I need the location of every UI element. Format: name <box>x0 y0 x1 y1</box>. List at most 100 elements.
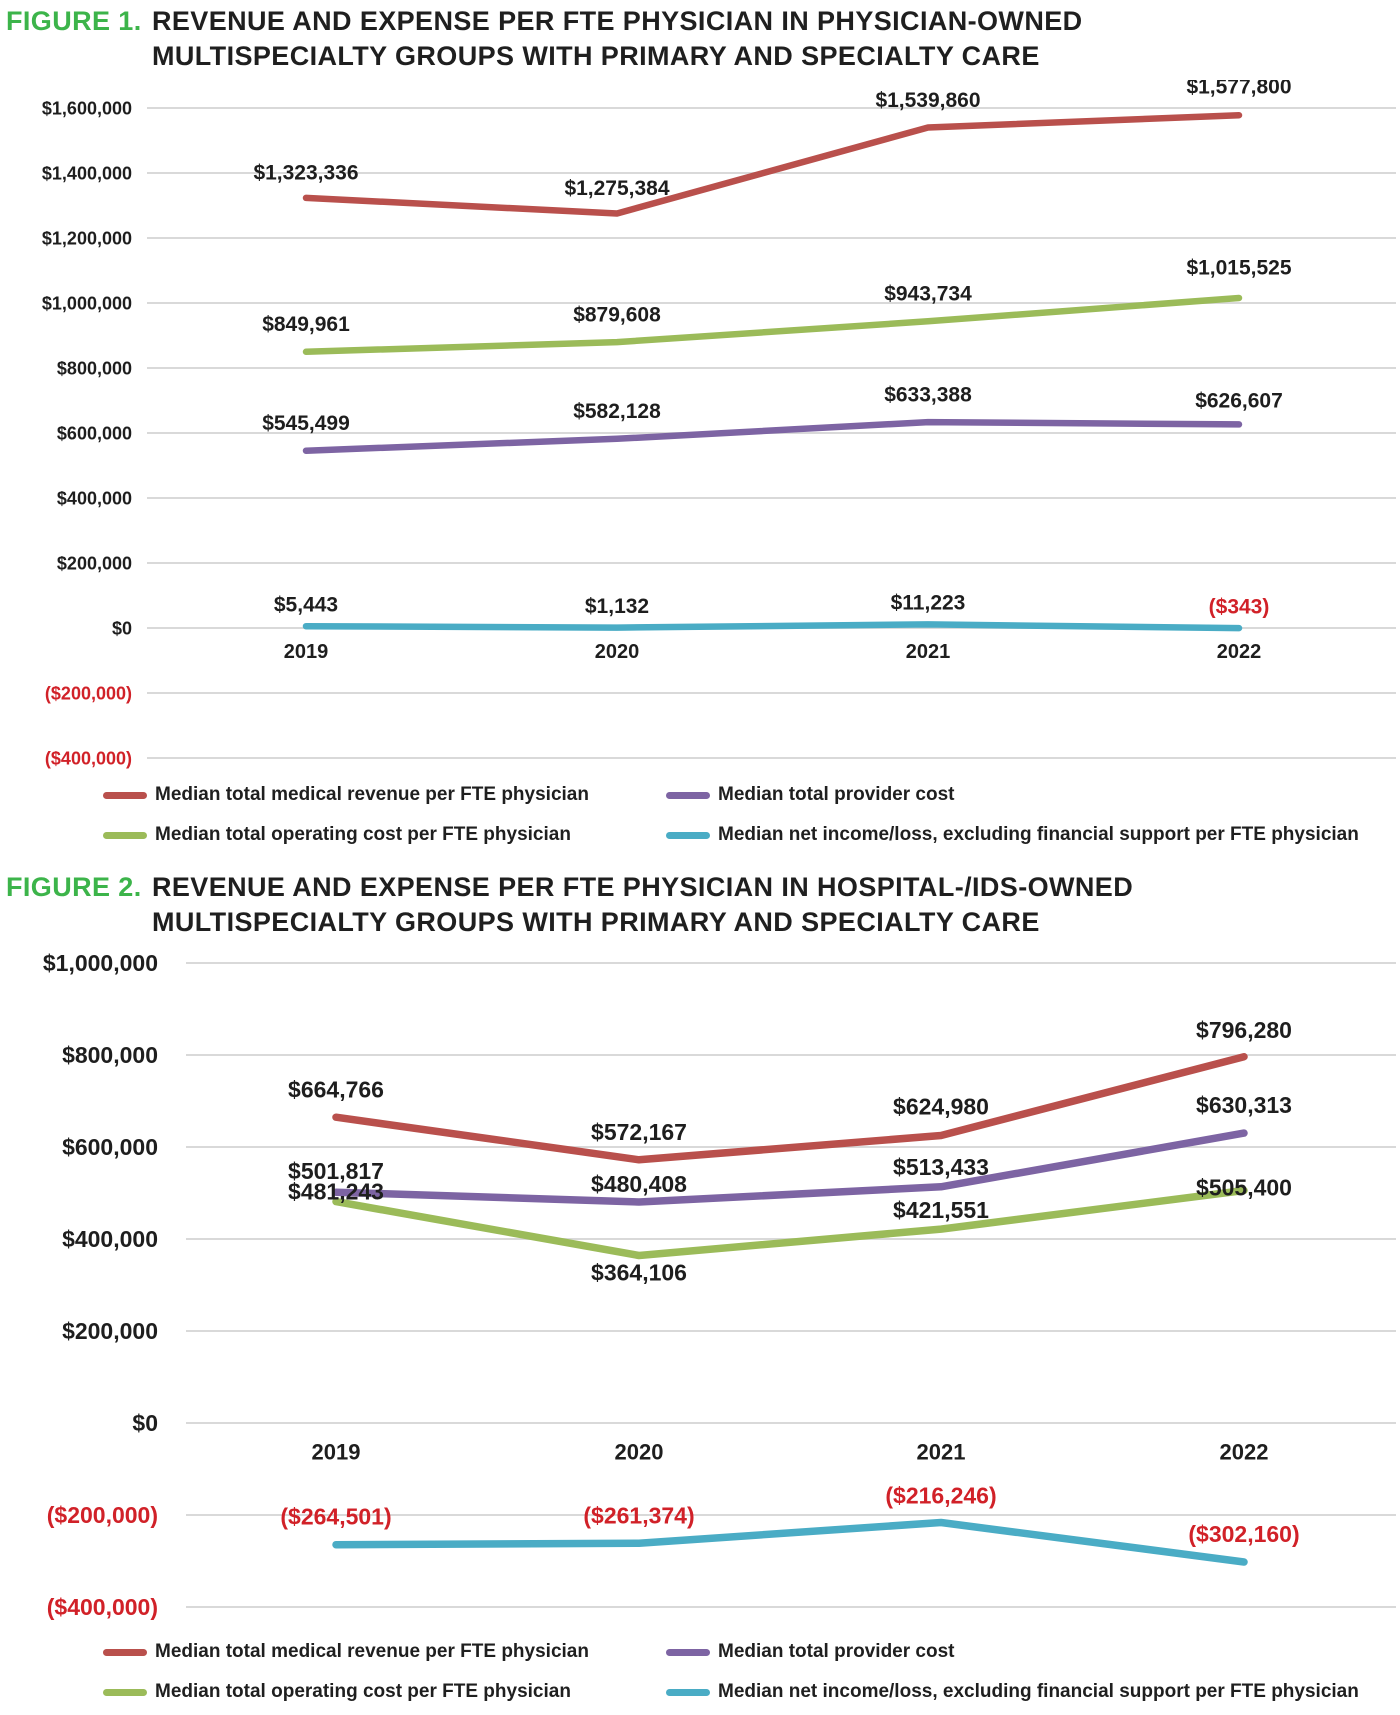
x-tick-label: 2020 <box>595 641 640 663</box>
figure1-legend: Median total medical revenue per FTE phy… <box>103 775 1395 855</box>
figure1-caption: FIGURE 1. REVENUE AND EXPENSE PER FTE PH… <box>6 4 1083 74</box>
series-line <box>302 418 1243 454</box>
data-point-label: $5,443 <box>274 594 338 617</box>
data-point-label: $501,817 <box>288 1158 384 1184</box>
data-point-label: $664,766 <box>288 1076 384 1102</box>
series-line <box>332 1518 1248 1566</box>
figure2-caption-title: REVENUE AND EXPENSE PER FTE PHYSICIAN IN… <box>152 870 1133 940</box>
figure2-chart: $1,000,000 $800,000 $600,000 $400,000 $200,0… <box>43 950 1396 1620</box>
y-tick-label: ($200,000) <box>45 683 132 703</box>
y-tick-label: ($400,000) <box>45 748 132 768</box>
legend-item-operating-cost: Median total operating cost per FTE phys… <box>103 1672 666 1712</box>
y-tick-label: $1,000,000 <box>43 950 158 976</box>
data-point-label: $879,608 <box>573 303 661 326</box>
y-tick-label: $200,000 <box>57 553 132 573</box>
data-point-label: $421,551 <box>893 1197 989 1223</box>
x-tick-label: 2019 <box>312 1440 361 1465</box>
figure1-caption-title: REVENUE AND EXPENSE PER FTE PHYSICIAN IN… <box>152 4 1083 74</box>
series-line <box>332 1052 1248 1164</box>
legend-item-revenue: Median total medical revenue per FTE phy… <box>103 1632 666 1672</box>
figure1-title-line1: REVENUE AND EXPENSE PER FTE PHYSICIAN IN… <box>152 6 1083 36</box>
series-line <box>302 621 1243 632</box>
legend-label-provider-cost: Median total provider cost <box>718 784 955 805</box>
figure1-title-line2: MULTISPECIALTY GROUPS WITH PRIMARY AND S… <box>152 41 1040 71</box>
data-point-label: ($261,374) <box>583 1502 694 1528</box>
y-tick-label: $800,000 <box>62 1042 158 1068</box>
figure2-legend: Median total medical revenue per FTE phy… <box>103 1632 1395 1712</box>
net-income-line-swatch <box>666 831 710 839</box>
x-tick-label: 2022 <box>1220 1440 1269 1465</box>
y-tick-label: $400,000 <box>57 488 132 508</box>
y-tick-label: $600,000 <box>57 423 132 443</box>
figure1-chart: $1,600,000 $1,400,000 $1,200,000 $1,000,000… <box>42 80 1396 768</box>
data-point-label: $624,980 <box>893 1094 989 1120</box>
figure2-caption: FIGURE 2. REVENUE AND EXPENSE PER FTE PH… <box>6 870 1133 940</box>
legend-label-net-income: Median net income/loss, excluding financ… <box>718 1681 1359 1702</box>
legend-item-provider-cost: Median total provider cost <box>666 1632 1395 1672</box>
data-point-label: $796,280 <box>1196 1017 1292 1043</box>
figure2-title-line1: REVENUE AND EXPENSE PER FTE PHYSICIAN IN… <box>152 872 1134 902</box>
data-point-label: $1,539,860 <box>875 89 980 112</box>
x-tick-label: 2020 <box>615 1440 664 1465</box>
data-point-label: $364,106 <box>591 1260 687 1286</box>
data-point-label: $1,015,525 <box>1186 256 1291 279</box>
y-tick-label: $800,000 <box>57 358 132 378</box>
x-tick-label: 2019 <box>284 641 329 663</box>
y-tick-label: $1,000,000 <box>42 293 132 313</box>
data-point-label: $582,128 <box>573 400 661 423</box>
data-point-label: $545,499 <box>262 412 350 435</box>
y-tick-label: $1,200,000 <box>42 228 132 248</box>
legend-label-provider-cost: Median total provider cost <box>718 1641 955 1662</box>
legend-label-operating-cost: Median total operating cost per FTE phys… <box>155 824 571 845</box>
data-point-label: ($216,246) <box>885 1483 996 1509</box>
net-income-line-swatch <box>666 1688 710 1696</box>
revenue-line-swatch <box>103 791 147 799</box>
y-tick-label: $600,000 <box>62 1134 158 1160</box>
legend-label-net-income: Median net income/loss, excluding financ… <box>718 824 1359 845</box>
legend-label-operating-cost: Median total operating cost per FTE phys… <box>155 1681 571 1702</box>
legend-label-revenue: Median total medical revenue per FTE phy… <box>155 1641 589 1662</box>
x-tick-label: 2021 <box>917 1440 966 1465</box>
x-tick-label: 2022 <box>1217 641 1262 663</box>
y-tick-label: ($200,000) <box>47 1502 158 1528</box>
data-point-label: $1,275,384 <box>564 177 669 200</box>
data-point-label: $513,433 <box>893 1154 989 1180</box>
data-point-label: $633,388 <box>884 383 972 406</box>
data-point-label: ($264,501) <box>280 1504 391 1530</box>
y-tick-label: $0 <box>132 1410 158 1436</box>
data-point-label: $1,132 <box>585 595 649 618</box>
operating-cost-line-swatch <box>103 831 147 839</box>
legend-item-net-income: Median net income/loss, excluding financ… <box>666 815 1395 855</box>
data-point-label: $480,408 <box>591 1171 687 1197</box>
series-line <box>302 111 1243 217</box>
data-point-label: ($343) <box>1209 595 1270 618</box>
series-line <box>332 1186 1248 1260</box>
data-point-label: $630,313 <box>1196 1092 1292 1118</box>
provider-cost-line-swatch <box>666 1648 710 1656</box>
y-tick-label: $200,000 <box>62 1318 158 1344</box>
figure2-caption-label: FIGURE 2. <box>6 872 142 902</box>
data-point-label: $626,607 <box>1195 390 1283 413</box>
operating-cost-line-swatch <box>103 1688 147 1696</box>
revenue-line-swatch <box>103 1648 147 1656</box>
data-point-label: $1,577,800 <box>1186 80 1291 99</box>
series-line <box>332 1129 1248 1206</box>
data-point-label: $849,961 <box>262 313 350 336</box>
provider-cost-line-swatch <box>666 791 710 799</box>
legend-item-revenue: Median total medical revenue per FTE phy… <box>103 775 666 815</box>
legend-item-operating-cost: Median total operating cost per FTE phys… <box>103 815 666 855</box>
y-tick-label: $400,000 <box>62 1226 158 1252</box>
y-tick-label: $0 <box>112 618 132 638</box>
data-point-label: $943,734 <box>884 283 972 306</box>
data-point-label: $481,243 <box>288 1179 384 1205</box>
data-point-label: $11,223 <box>891 592 966 615</box>
legend-item-provider-cost: Median total provider cost <box>666 775 1395 815</box>
y-tick-label: $1,600,000 <box>42 98 132 118</box>
series-line <box>302 294 1243 356</box>
legend-item-net-income: Median net income/loss, excluding financ… <box>666 1672 1395 1712</box>
legend-label-revenue: Median total medical revenue per FTE phy… <box>155 784 589 805</box>
figure2-title-line2: MULTISPECIALTY GROUPS WITH PRIMARY AND S… <box>152 907 1040 937</box>
y-tick-label: ($400,000) <box>47 1594 158 1620</box>
data-point-label: $505,400 <box>1196 1175 1292 1201</box>
